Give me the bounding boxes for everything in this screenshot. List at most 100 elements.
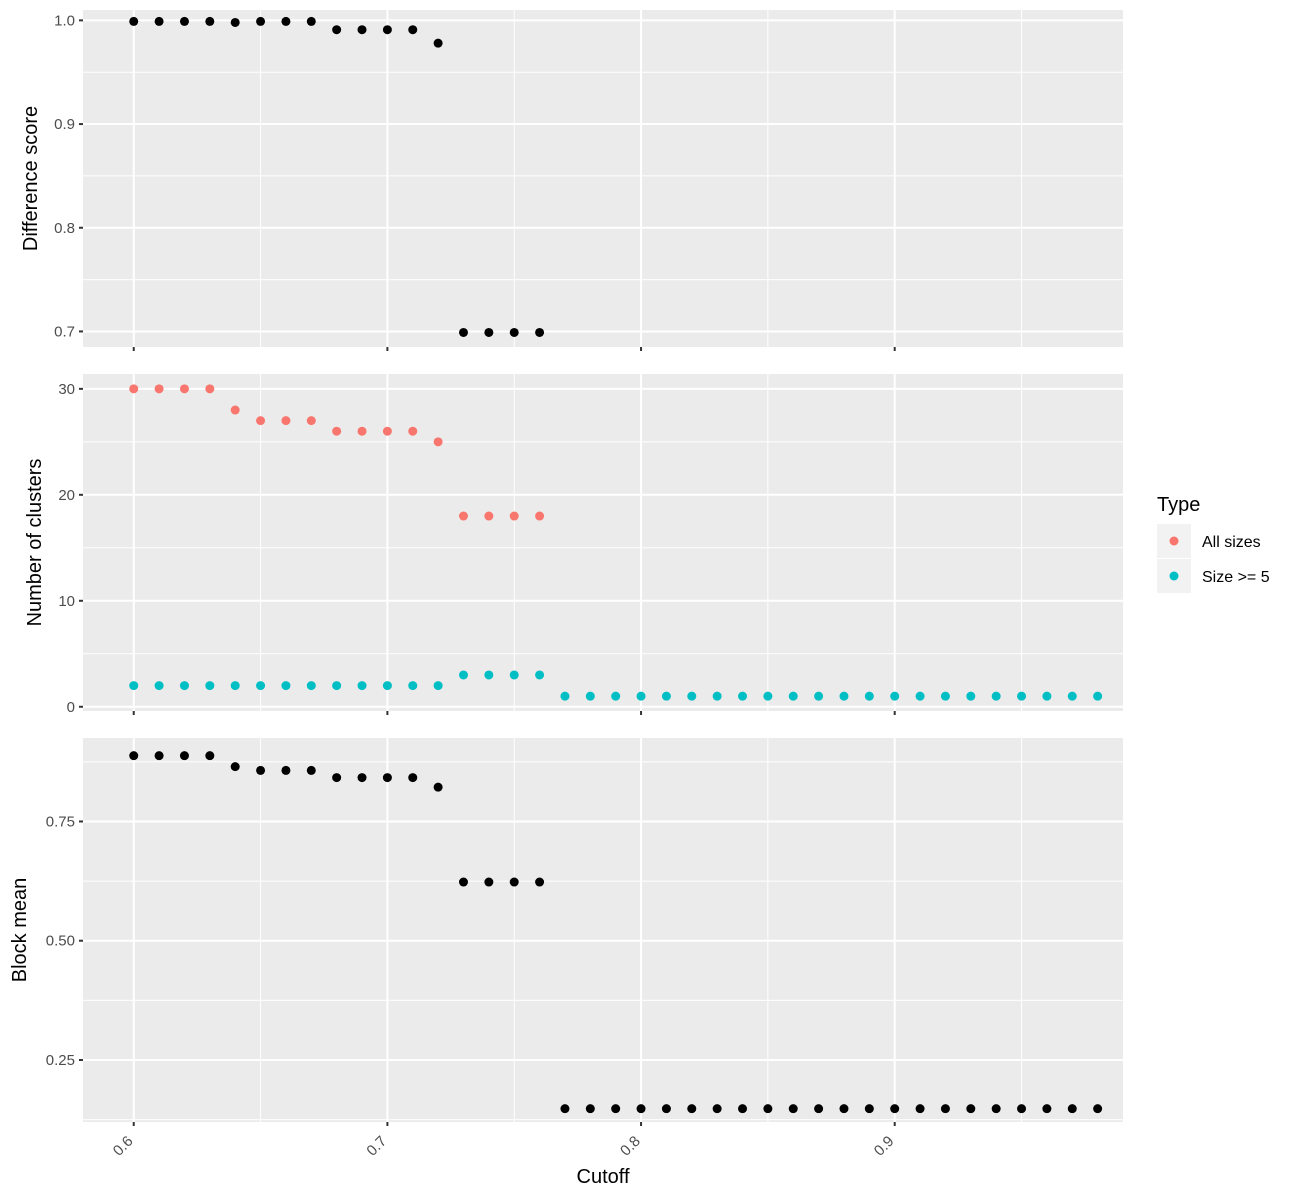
series-1-1 [129,16,545,337]
series-3-1 [129,751,1103,1114]
data-point [1042,1104,1052,1114]
data-point [966,1104,976,1114]
data-point [179,16,189,26]
data-point [433,38,443,48]
data-point [788,691,798,701]
data-point [535,670,545,680]
data-point [661,1104,671,1114]
data-point [306,16,316,26]
data-point [458,670,468,680]
legend-label-all-sizes: All sizes [1202,534,1261,551]
y-tick-label: 20 [58,487,75,504]
panel-background [83,10,1123,347]
data-point [611,691,621,701]
data-point [890,1104,900,1114]
data-point [509,511,519,521]
data-point [256,16,266,26]
data-point [940,691,950,701]
data-point [382,25,392,35]
x-tick-label: 0.8 [617,1133,644,1160]
data-point [154,751,164,761]
data-point [991,1104,1001,1114]
panel-background [83,738,1123,1122]
data-point [205,384,215,394]
data-point [966,691,976,701]
data-point [458,877,468,887]
data-point [129,751,139,761]
data-point [560,1104,570,1114]
x-tick-label: 0.9 [871,1133,898,1160]
data-point [1042,691,1052,701]
legend-label-size-ge-5: Size >= 5 [1202,569,1270,586]
data-point [281,16,291,26]
data-point [915,691,925,701]
data-point [408,681,418,691]
data-point [484,511,494,521]
data-point [636,1104,646,1114]
data-point [205,16,215,26]
legend: Type All sizes Size >= 5 [1157,494,1270,593]
data-point [256,681,266,691]
y-tick-label: 1.0 [54,12,75,29]
data-point [230,17,240,27]
data-point [256,765,266,775]
data-point [890,691,900,701]
data-point [535,511,545,521]
data-point [864,1104,874,1114]
y-tick-label: 0 [67,699,75,716]
panels-layer: 0.7 0.8 0.9 1.0 Difference score 0 10 20 30 Numbe… [9,10,1123,1160]
data-point [535,327,545,337]
y-axis-title: Block mean [9,878,31,983]
data-point [687,1104,697,1114]
data-point [306,416,316,426]
data-point [763,1104,773,1114]
legend-key-size-ge-5 [1169,571,1179,581]
y-tick-label: 10 [58,593,75,610]
data-point [433,437,443,447]
x-tick-label: 0.6 [110,1133,137,1160]
data-point [814,1104,824,1114]
data-point [382,681,392,691]
data-point [484,877,494,887]
data-point [661,691,671,701]
y-axis-title: Number of clusters [24,459,46,627]
y-tick-label: 0.75 [46,813,75,830]
data-point [129,681,139,691]
data-point [357,773,367,783]
data-point [281,765,291,775]
data-point [205,751,215,761]
data-point [915,1104,925,1114]
data-point [738,691,748,701]
x-tick-label: 0.7 [363,1133,390,1160]
legend-key-all-sizes [1169,536,1179,546]
data-point [839,1104,849,1114]
data-point [1067,1104,1077,1114]
data-point [484,327,494,337]
panel-3: 0.25 0.50 0.75 Block mean [9,738,1123,1126]
series-size-5 [129,670,1103,701]
data-point [839,691,849,701]
y-tick-label: 0.8 [54,220,75,237]
legend-title: Type [1157,494,1200,516]
y-tick-label: 0.9 [54,116,75,133]
data-point [738,1104,748,1114]
data-point [205,681,215,691]
data-point [281,681,291,691]
data-point [611,1104,621,1114]
data-point [458,511,468,521]
data-point [154,384,164,394]
panel-background [83,374,1123,711]
data-point [230,405,240,415]
panel-1: 0.7 0.8 0.9 1.0 Difference score [20,10,1123,351]
data-point [332,426,342,436]
data-point [154,16,164,26]
data-point [788,1104,798,1114]
data-point [509,877,519,887]
data-point [281,416,291,426]
data-point [991,691,1001,701]
data-point [636,691,646,701]
data-point [357,25,367,35]
data-point [864,691,874,701]
data-point [179,751,189,761]
